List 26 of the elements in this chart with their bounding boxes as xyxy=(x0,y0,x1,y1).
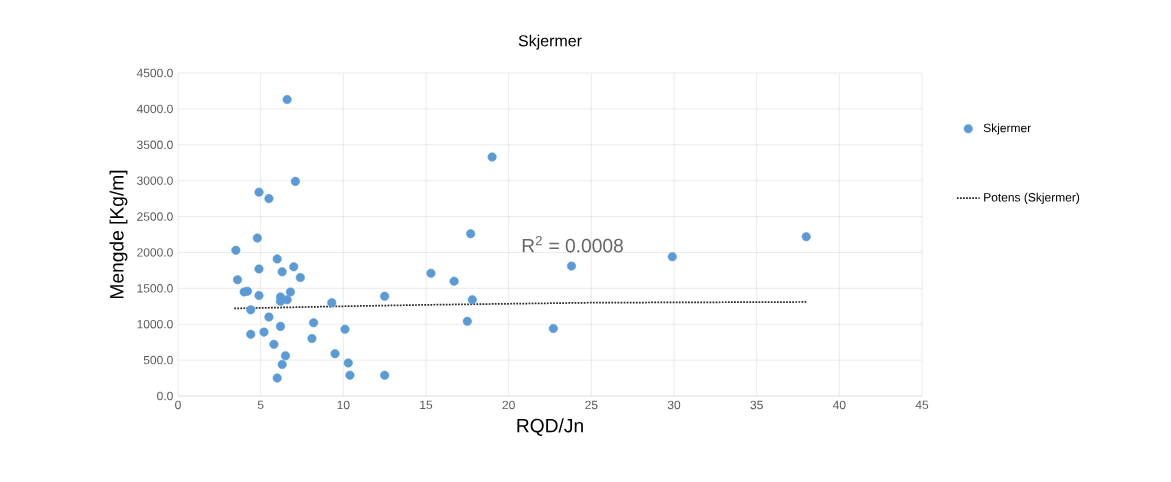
x-axis-title: RQD/Jn xyxy=(517,418,583,436)
y-tick-label: 500.0 xyxy=(143,355,173,365)
x-tick-label: 35 xyxy=(750,400,763,410)
legend-label: Potens (Skjermer) xyxy=(984,192,1080,204)
y-tick-label: 2500.0 xyxy=(137,212,173,221)
y-tick-label: 3000.0 xyxy=(137,176,173,185)
chart-title: Skjermer xyxy=(518,34,582,50)
x-tick-label: 5 xyxy=(257,400,264,410)
annotation: R$^{2}$ = 0.0008 xyxy=(522,235,623,253)
y-axis-title: Mengde [Kg/m] xyxy=(109,170,128,299)
y-tick-label: 4500.0 xyxy=(136,68,173,78)
x-tick-label: 20 xyxy=(502,400,515,410)
y-tick-label: 0.0 xyxy=(157,391,173,401)
y-tick-label: 1500.0 xyxy=(137,284,173,293)
x-tick-label: 40 xyxy=(832,400,846,410)
x-tick-label: 15 xyxy=(420,400,433,410)
x-tick-label: 45 xyxy=(915,400,929,410)
y-tick-label: 3500.0 xyxy=(137,140,173,150)
legend-label: Skjermer xyxy=(983,123,1031,135)
x-tick-label: 10 xyxy=(337,400,350,410)
x-tick-label: 30 xyxy=(667,400,681,410)
y-tick-label: 2000.0 xyxy=(137,248,173,257)
y-tick-label: 4000.0 xyxy=(136,104,173,114)
y-tick-label: 1000.0 xyxy=(137,319,173,329)
x-tick-label: 25 xyxy=(585,400,598,410)
x-tick-label: 0 xyxy=(175,400,181,410)
